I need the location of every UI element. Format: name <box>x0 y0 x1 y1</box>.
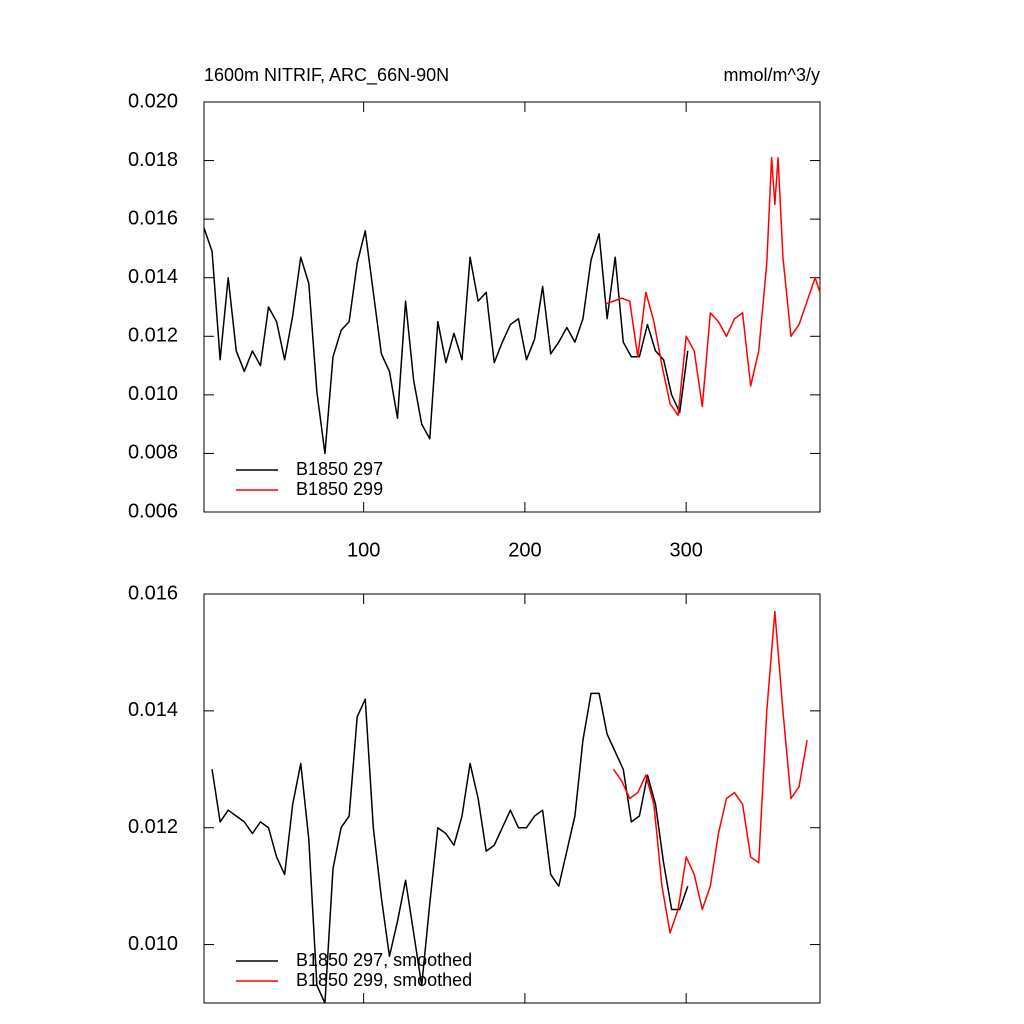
plot-frame <box>203 593 821 1004</box>
y-tick-label: 0.020 <box>128 90 178 112</box>
x-tick-label: 300 <box>669 539 702 561</box>
y-tick-label: 0.006 <box>128 500 178 522</box>
x-tick-label: 100 <box>347 539 380 561</box>
y-tick-label: 0.008 <box>128 442 178 464</box>
y-tick-label: 0.012 <box>128 325 178 347</box>
y-tick-label: 0.012 <box>128 816 178 838</box>
chart-title: 1600m NITRIF, ARC_66N-90N <box>204 65 449 86</box>
y-tick-label: 0.016 <box>128 207 178 229</box>
legend-label: B1850 297 <box>296 459 383 479</box>
data-line <box>203 227 689 455</box>
data-line <box>211 692 689 1004</box>
legend-label: B1850 299 <box>296 479 383 499</box>
units-label: mmol/m^3/y <box>724 65 820 85</box>
y-tick-label: 0.010 <box>128 383 178 405</box>
plot-frame <box>203 101 821 513</box>
y-tick-label: 0.014 <box>128 266 178 288</box>
data-line <box>612 610 808 934</box>
y-tick-label: 0.014 <box>128 699 178 721</box>
y-tick-label: 0.018 <box>128 149 178 171</box>
x-tick-label: 200 <box>508 539 541 561</box>
y-tick-label: 0.010 <box>128 933 178 955</box>
legend-label: B1850 299, smoothed <box>296 970 472 990</box>
legend-label: B1850 297, smoothed <box>296 950 472 970</box>
data-line <box>605 156 821 417</box>
y-tick-label: 0.016 <box>128 582 178 604</box>
